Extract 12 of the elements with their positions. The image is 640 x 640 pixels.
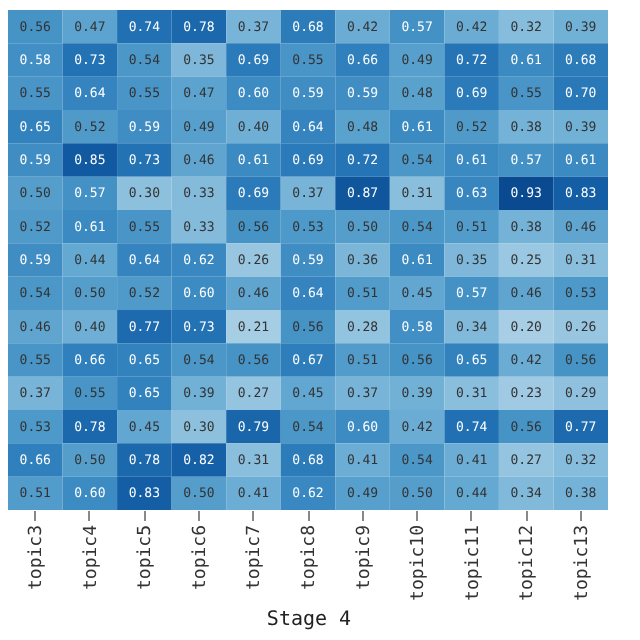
x-tick-label: topic4 <box>81 525 102 591</box>
x-tick-label: topic12 <box>518 525 539 601</box>
x-tick-label: topic11 <box>463 525 484 601</box>
x-tick-label: topic7 <box>245 525 266 591</box>
x-tick-label: topic9 <box>354 525 375 591</box>
x-tick-label: topic13 <box>572 525 593 601</box>
x-tick-label: topic10 <box>409 525 430 601</box>
x-tick-label: topic3 <box>27 525 48 591</box>
x-tick-label: topic6 <box>190 525 211 591</box>
x-axis-title: Stage 4 <box>266 608 352 631</box>
x-tick-label: topic8 <box>300 525 320 591</box>
x-tick-label: topic5 <box>136 525 157 591</box>
